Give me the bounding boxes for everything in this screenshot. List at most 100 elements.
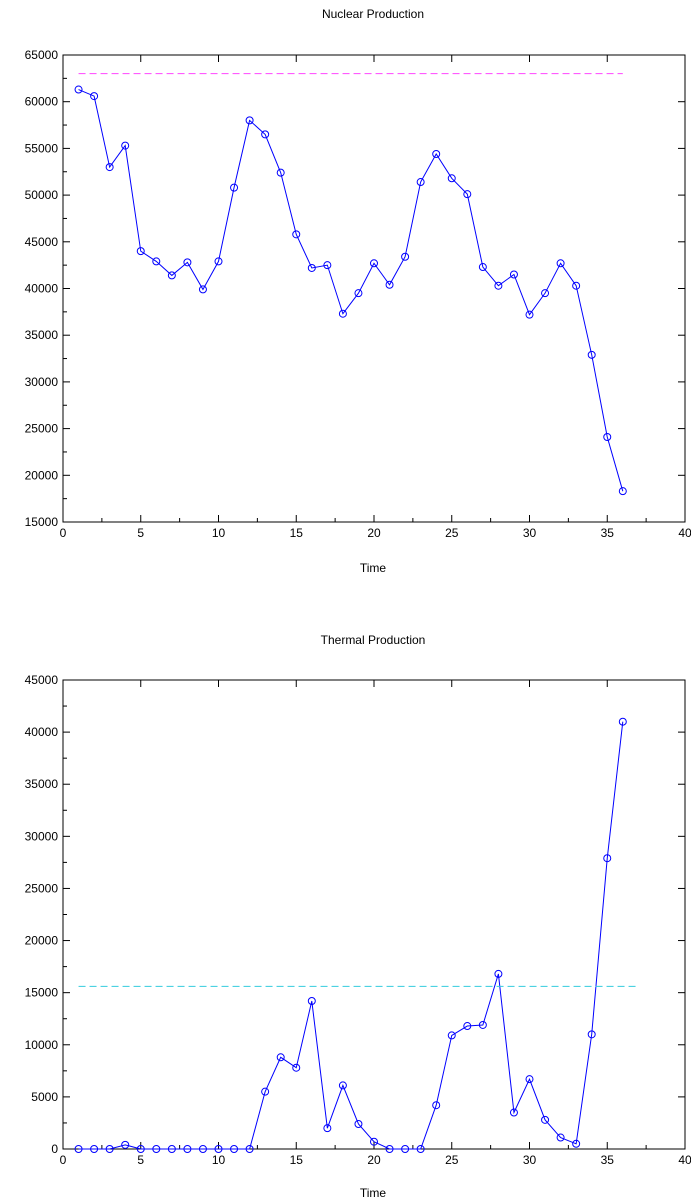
data-point — [74, 1145, 83, 1153]
data-point — [525, 310, 534, 319]
data-point — [183, 1145, 192, 1153]
data-point — [292, 1063, 301, 1072]
data-point — [307, 263, 316, 272]
x-tick-label: 30 — [523, 526, 537, 540]
data-point — [432, 150, 441, 159]
data-point — [447, 1031, 456, 1040]
x-tick-label: 5 — [137, 1153, 144, 1167]
nuclear-production-chart: Nuclear Production Time 0 5 10 15 20 25 30 35 40… — [25, 7, 691, 575]
data-point — [370, 259, 378, 268]
data-point — [198, 285, 207, 294]
y-tick-label: 35000 — [25, 777, 59, 791]
data-point — [261, 130, 270, 139]
data-point — [354, 289, 363, 298]
data-point — [105, 1145, 114, 1153]
y-tick-label: 10000 — [25, 1038, 59, 1052]
data-point — [198, 1145, 207, 1153]
plot-frame — [62, 679, 686, 1150]
chart-title: Thermal Production — [321, 633, 426, 647]
y-tick-label: 30000 — [25, 829, 59, 843]
x-tick-label: 30 — [523, 1153, 537, 1167]
chart-title: Nuclear Production — [322, 7, 424, 21]
data-point — [618, 717, 627, 726]
data-point — [541, 1115, 550, 1124]
data-point — [478, 263, 487, 272]
x-tick-label: 35 — [601, 526, 615, 540]
y-tick-label: 45000 — [25, 235, 59, 249]
y-tick-label: 15000 — [25, 515, 59, 529]
data-point — [245, 116, 254, 125]
x-tick-label: 15 — [290, 526, 304, 540]
data-point — [74, 85, 83, 94]
data-point — [572, 281, 581, 290]
x-tick-label: 10 — [212, 526, 226, 540]
data-point — [401, 252, 410, 261]
data-point — [494, 969, 503, 978]
y-tick-label: 25000 — [25, 422, 59, 436]
y-tick-label: 35000 — [25, 328, 59, 342]
data-point — [136, 247, 145, 256]
y-tick-label: 25000 — [25, 881, 59, 895]
data-point — [509, 1108, 518, 1117]
data-point — [603, 433, 612, 442]
y-tick-label: 50000 — [25, 188, 59, 202]
x-tick-label: 0 — [60, 1153, 67, 1167]
data-point — [494, 281, 503, 290]
x-tick-label: 40 — [678, 526, 691, 540]
data-point — [276, 168, 285, 177]
data-point — [230, 183, 239, 192]
data-point — [618, 487, 627, 496]
data-point — [401, 1145, 410, 1153]
data-point — [509, 270, 518, 279]
y-tick-label: 30000 — [25, 375, 59, 389]
data-point — [152, 1145, 161, 1153]
data-point — [463, 190, 472, 199]
thermal-production-chart: Thermal Production Time 0 5 10 15 20 25 30 35 40… — [25, 633, 691, 1200]
data-point — [525, 1075, 534, 1084]
y-tick-label: 65000 — [25, 48, 59, 62]
data-point — [587, 350, 596, 359]
data-point — [214, 1145, 223, 1153]
data-point — [105, 163, 114, 172]
data-point — [183, 258, 192, 267]
data-point — [354, 1119, 363, 1128]
data-point — [556, 1133, 565, 1142]
data-point — [587, 1030, 596, 1039]
data-point — [416, 178, 425, 187]
series-line — [78, 89, 624, 492]
data-point — [245, 1145, 254, 1153]
data-point — [416, 1145, 425, 1153]
data-point — [572, 1139, 581, 1148]
data-point — [385, 1145, 394, 1153]
x-axis-label: Time — [360, 1186, 387, 1200]
y-tick-label: 60000 — [25, 95, 59, 109]
x-tick-label: 25 — [445, 1153, 459, 1167]
data-point — [463, 1022, 472, 1031]
x-tick-label: 20 — [367, 526, 381, 540]
data-point — [307, 997, 316, 1006]
data-point — [230, 1145, 239, 1153]
data-point — [167, 271, 176, 280]
data-point — [90, 92, 99, 101]
y-tick-label: 0 — [51, 1142, 58, 1156]
y-tick-label: 20000 — [25, 468, 59, 482]
data-point — [385, 280, 394, 289]
data-point — [370, 1137, 378, 1146]
data-point — [478, 1020, 487, 1029]
data-point — [136, 1145, 145, 1153]
x-tick-label: 20 — [367, 1153, 381, 1167]
y-tick-label: 45000 — [25, 673, 59, 687]
y-tick-label: 20000 — [25, 934, 59, 948]
y-tick-label: 15000 — [25, 986, 59, 1000]
data-point — [323, 1124, 332, 1133]
plot-frame — [62, 54, 686, 523]
data-point — [556, 259, 565, 268]
y-tick-label: 40000 — [25, 282, 59, 296]
y-tick-label: 40000 — [25, 725, 59, 739]
data-point — [603, 854, 612, 863]
data-point — [121, 141, 130, 150]
data-point — [152, 257, 161, 266]
data-point — [167, 1145, 176, 1153]
data-point — [292, 230, 301, 239]
